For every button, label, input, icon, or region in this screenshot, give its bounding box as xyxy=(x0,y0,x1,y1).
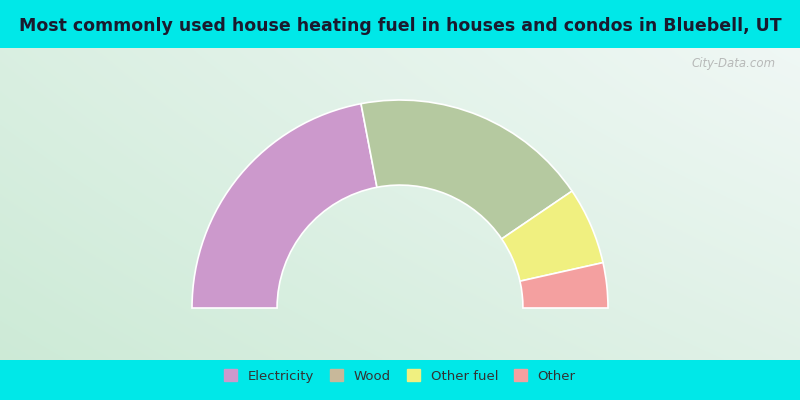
Text: City-Data.com: City-Data.com xyxy=(692,57,776,70)
Wedge shape xyxy=(520,263,608,308)
Wedge shape xyxy=(361,100,572,239)
Wedge shape xyxy=(502,191,603,281)
Legend: Electricity, Wood, Other fuel, Other: Electricity, Wood, Other fuel, Other xyxy=(219,364,581,388)
Wedge shape xyxy=(192,104,377,308)
Text: Most commonly used house heating fuel in houses and condos in Bluebell, UT: Most commonly used house heating fuel in… xyxy=(18,17,782,35)
